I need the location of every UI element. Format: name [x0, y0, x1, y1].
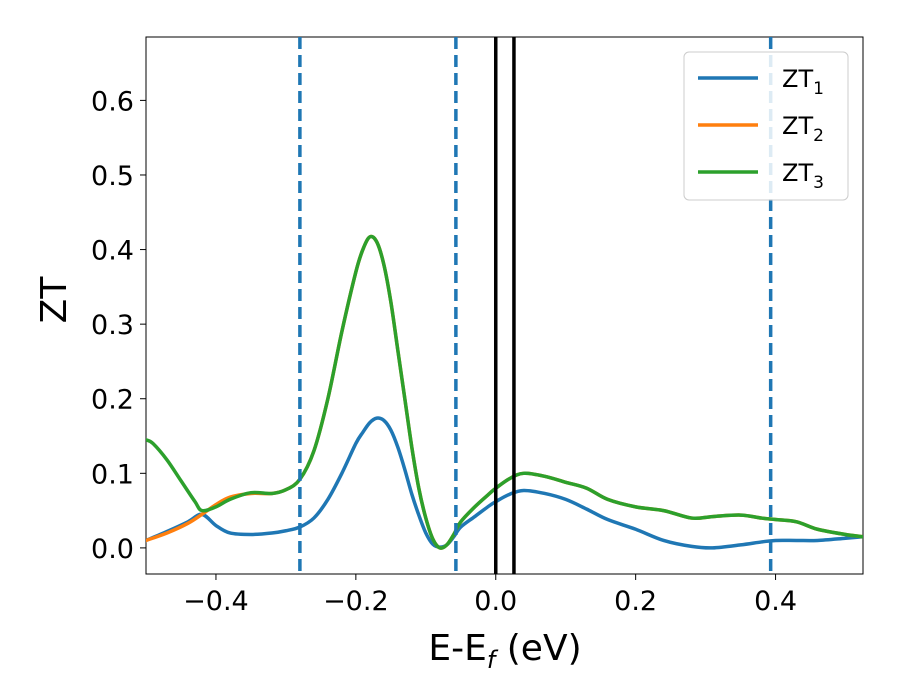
legend: ZT1 ZT2 ZT3 [683, 51, 849, 201]
legend-box [683, 51, 849, 201]
x-tick-label: 0.0 [474, 586, 517, 617]
x-tick-label: 0.4 [754, 586, 797, 617]
svg-text:ZT3: ZT3 [782, 159, 824, 193]
x-axis-label: E-Ef (eV) [428, 628, 581, 674]
y-axis-ticks: 0.0 0.1 0.2 0.3 0.4 0.5 0.6 [91, 86, 146, 565]
y-tick-label: 0.6 [91, 86, 134, 117]
x-axis-label-unit: (eV) [495, 628, 581, 669]
series-line-zt1 [146, 416, 863, 550]
svg-text:ZT2: ZT2 [782, 112, 824, 146]
y-tick-label: 0.4 [91, 236, 134, 267]
legend-entry-zt2: ZT2 [698, 112, 824, 146]
x-axis-ticks: −0.4 −0.2 0.0 0.2 0.4 [183, 574, 797, 617]
y-tick-label: 0.3 [91, 310, 134, 341]
vline-layer [298, 37, 773, 574]
legend-entry-zt1: ZT1 [698, 65, 824, 99]
series-line-zt3 [146, 234, 863, 550]
y-tick-label: 0.2 [91, 385, 134, 416]
series-layer [146, 234, 863, 550]
svg-text:ZT1: ZT1 [782, 65, 824, 99]
y-axis-label: ZT [34, 276, 75, 324]
x-tick-label: −0.2 [323, 586, 389, 617]
x-tick-label: 0.2 [614, 586, 657, 617]
y-tick-label: 0.5 [91, 161, 134, 192]
y-tick-label: 0.1 [91, 459, 134, 490]
y-tick-label: 0.0 [91, 534, 134, 565]
legend-entry-zt3: ZT3 [698, 159, 824, 193]
x-tick-label: −0.4 [183, 586, 249, 617]
